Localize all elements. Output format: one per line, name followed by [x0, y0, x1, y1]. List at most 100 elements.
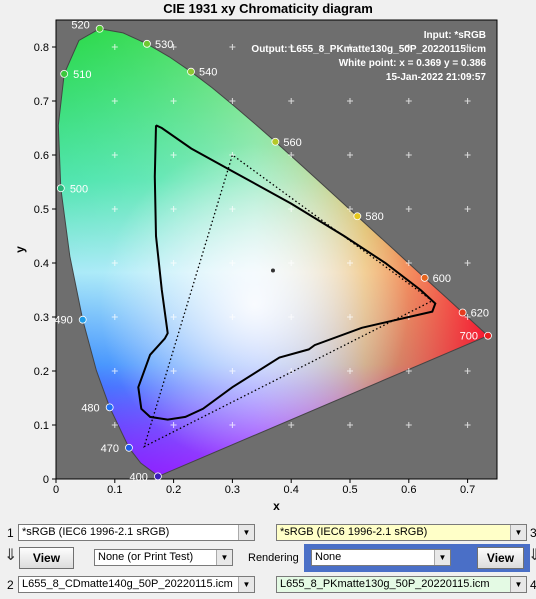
grid-cross: [288, 314, 295, 320]
compare-input-profile-select[interactable]: *sRGB (IEC6 1996-2.1 sRGB) ▼: [276, 524, 527, 541]
grid-cross: [464, 98, 471, 104]
grid-cross: [347, 98, 353, 104]
wavelength-marker: [154, 472, 162, 481]
wavelength-marker: [484, 331, 492, 340]
grid-cross: [111, 422, 118, 428]
input-profile-value: *sRGB (IEC6 1996-2.1 sRGB): [22, 526, 170, 538]
wavelength-label: 580: [365, 211, 383, 223]
info-annotation: White point: x = 0.369 y = 0.386: [339, 58, 487, 69]
chevron-down-icon[interactable]: ▼: [510, 525, 526, 540]
chevron-down-icon[interactable]: ▼: [216, 550, 232, 565]
grid-cross: [347, 260, 353, 266]
y-tick-label: 0.8: [34, 42, 49, 54]
row2-index-left: 2: [7, 578, 14, 592]
x-tick-label: 0.4: [284, 484, 299, 496]
grid-cross: [405, 260, 412, 266]
print-test-value: None (or Print Test): [98, 551, 194, 563]
output-profile-select[interactable]: L655_8_CDmatte140g_50P_20220115.icm ▼: [18, 576, 255, 593]
arrow-down-icon: ⇓: [4, 547, 18, 564]
x-tick-label: 0.3: [225, 484, 240, 496]
rendering-label: Rendering: [248, 552, 299, 564]
grid-cross: [405, 44, 412, 50]
grid-cross: [111, 206, 118, 212]
wavelength-marker: [353, 212, 362, 221]
y-tick-label: 0.7: [34, 96, 49, 108]
grid-cross: [111, 44, 118, 50]
wavelength-label: 530: [155, 39, 173, 51]
y-tick-label: 0.3: [34, 312, 49, 324]
chevron-down-icon[interactable]: ▼: [238, 525, 254, 540]
grid-cross: [464, 44, 471, 50]
x-tick-label: 0.1: [107, 484, 122, 496]
x-tick-label: 0.6: [401, 484, 416, 496]
wavelength-marker: [458, 308, 467, 317]
grid-cross: [288, 206, 295, 212]
row1-index-left: 1: [7, 526, 14, 540]
output-gamut-line: [137, 124, 437, 421]
wavelength-label: 470: [101, 443, 119, 455]
x-tick-label: 0.5: [342, 484, 357, 496]
y-tick-label: 0.2: [34, 366, 49, 378]
grid-cross: [464, 260, 471, 266]
print-test-select[interactable]: None (or Print Test) ▼: [94, 549, 233, 566]
grid-cross: [347, 422, 353, 428]
grid-cross: [347, 44, 353, 50]
grid-cross: [288, 44, 295, 50]
grid-cross: [170, 44, 177, 50]
info-annotation: Input: *sRGB: [424, 30, 486, 41]
chevron-down-icon[interactable]: ▼: [238, 577, 254, 592]
compare-output-profile-value: L655_8_PKmatte130g_50P_20220115.icm: [280, 578, 490, 590]
info-annotation: 15-Jan-2022 21:09:57: [386, 72, 487, 83]
grid-cross: [111, 368, 118, 374]
grid-cross: [464, 152, 471, 158]
grid-cross: [405, 152, 412, 158]
wavelength-label: 510: [73, 69, 91, 81]
spectral-locus: [57, 28, 489, 477]
chevron-down-icon[interactable]: ▼: [434, 550, 450, 565]
wavelength-label: 700: [460, 331, 478, 343]
grid-cross: [229, 98, 236, 104]
rendering-select[interactable]: None ▼: [311, 549, 451, 566]
grid-cross: [229, 368, 236, 374]
grid-cross: [464, 314, 471, 320]
wavelength-marker: [420, 273, 429, 282]
wavelength-label: 540: [199, 67, 217, 79]
grid-cross: [229, 206, 236, 212]
grid-cross: [288, 98, 295, 104]
compare-output-profile-select[interactable]: L655_8_PKmatte130g_50P_20220115.icm ▼: [276, 576, 527, 593]
input-profile-select[interactable]: *sRGB (IEC6 1996-2.1 sRGB) ▼: [18, 524, 255, 541]
arrow-down-icon: ⇓: [528, 547, 536, 564]
grid-cross: [464, 368, 471, 374]
chart-title: CIE 1931 xy Chromaticity diagram: [163, 1, 373, 16]
y-axis-label: y: [13, 246, 27, 253]
grid-cross: [170, 98, 177, 104]
grid-cross: [405, 422, 412, 428]
grid-cross: [464, 206, 471, 212]
grid-cross: [347, 314, 353, 320]
grid-cross: [288, 422, 295, 428]
wavelength-marker: [187, 67, 195, 76]
chromaticity-chart: 0 0.1 0.2 0.3 0.4 0.5 0.6 0.7 0 0.1 0.2 0.3 0.4 0.5 0.…: [13, 19, 498, 513]
wavelength-marker: [125, 443, 133, 452]
view-left-button[interactable]: View: [19, 547, 74, 569]
y-tick-label: 0.4: [34, 258, 49, 270]
grid-cross: [464, 422, 471, 428]
y-tick-label: 0.6: [34, 150, 49, 162]
wavelength-marker: [143, 39, 151, 48]
grid-cross: [229, 44, 236, 50]
rendering-value: None: [315, 551, 342, 563]
grid-cross: [170, 314, 177, 320]
grid-cross: [170, 422, 177, 428]
y-tick-label: 0.5: [34, 204, 49, 216]
grid-cross: [405, 368, 412, 374]
wavelength-label: 560: [283, 137, 301, 149]
grid-cross: [288, 152, 295, 158]
chevron-down-icon[interactable]: ▼: [510, 577, 526, 592]
wavelength-label: 490: [54, 315, 72, 327]
y-tick-label: 0: [43, 474, 49, 486]
view-right-button[interactable]: View: [477, 547, 524, 569]
grid-cross: [111, 314, 118, 320]
grid-cross: [229, 314, 236, 320]
row2-index-right: 4: [530, 578, 536, 592]
grid-cross: [111, 98, 118, 104]
